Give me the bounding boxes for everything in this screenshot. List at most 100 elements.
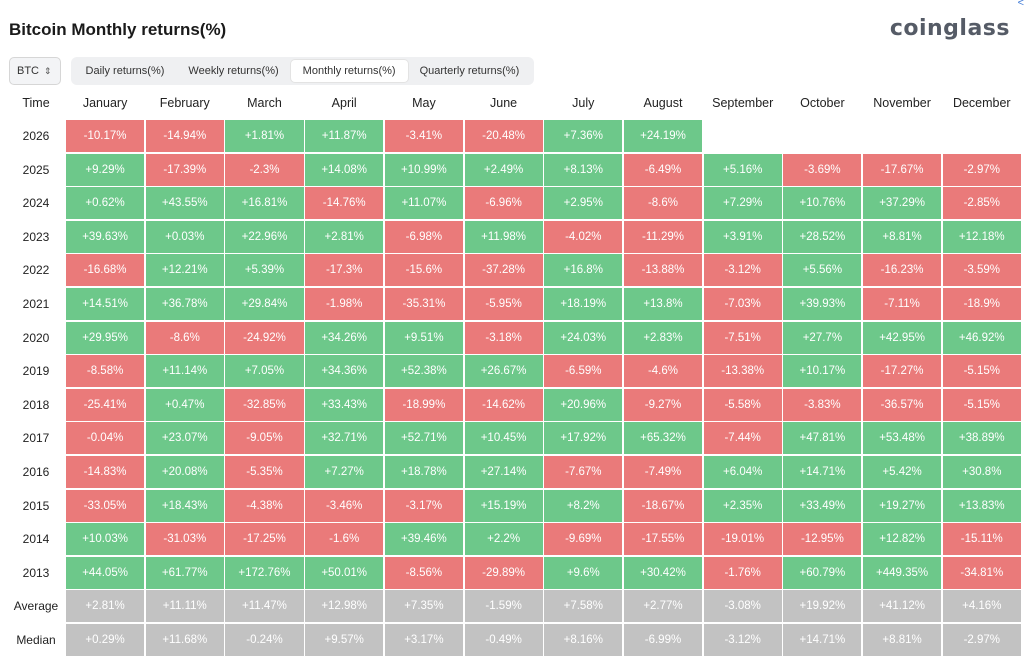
return-cell: +37.29% [863,187,942,220]
return-cell: +10.45% [464,422,543,455]
row-label: 2019 [22,364,50,379]
return-cell: +43.55% [145,187,224,220]
share-icon[interactable]: < [1017,0,1024,9]
tab-monthly[interactable]: Monthly returns(%) [290,60,408,82]
table-row: 2026 -10.17% -14.94% +1.81% +11.87% -3.41% -20… [0,120,1024,152]
return-cell: +27.14% [464,456,543,488]
return-cell: -14.76% [305,187,384,220]
column-header-december: December [952,96,1011,110]
return-cell: -8.6% [145,321,224,354]
return-cell: +14.71% [783,456,862,488]
return-cell: +30.8% [942,456,1021,488]
coinglass-logo: coinglass [889,16,1010,41]
return-cell: +7.05% [225,355,304,388]
return-cell: -6.98% [384,220,463,253]
return-cell: +449.35% [863,556,942,589]
return-cell: -15.11% [942,523,1021,556]
return-cell: -10.17% [66,120,145,152]
tab-daily[interactable]: Daily returns(%) [85,65,165,77]
return-cell: +3.17% [384,624,463,656]
row-label: 2024 [22,196,50,211]
return-cell: +5.56% [783,254,862,287]
return-cell: -17.39% [145,153,224,186]
return-cell: -1.76% [703,556,782,589]
return-cell: +32.71% [305,422,384,455]
asset-select[interactable]: BTC ⇕ [9,57,61,85]
row-label: 2022 [22,263,50,278]
return-cell: +29.84% [225,288,304,320]
column-header-june: June [490,96,518,110]
return-cell: +20.08% [145,456,224,488]
return-cell: +10.03% [66,523,145,556]
column-header-september: September [712,96,774,110]
return-cell: -34.81% [942,556,1021,589]
return-cell: +8.13% [544,153,623,186]
return-cell: +8.81% [863,220,942,253]
return-cell: +38.89% [942,422,1021,455]
return-cell: +39.63% [66,220,145,253]
return-cell: +18.78% [384,456,463,488]
tab-quarterly[interactable]: Quarterly returns(%) [419,65,520,77]
return-cell: -5.35% [225,456,304,488]
return-cell: +2.83% [623,321,703,354]
return-cell: +24.19% [623,120,703,152]
row-label: Average [13,599,59,614]
return-cell: +2.77% [623,590,703,623]
return-cell: -5.58% [703,388,782,421]
return-cell: +60.79% [783,556,862,589]
summary-row: Average +2.81% +11.11% +11.47% +12.98% +7.35%… [0,590,1024,623]
return-cell: +17.92% [544,422,623,455]
return-cell: -2.97% [942,624,1021,656]
column-header-august: August [643,96,683,110]
return-cell: +8.81% [863,624,942,656]
column-header-october: October [800,96,845,110]
row-label: 2020 [22,330,50,345]
return-cell: -6.96% [464,187,543,220]
return-cell: -3.69% [783,153,862,186]
return-cell: +11.07% [384,187,463,220]
return-cell: +47.81% [783,422,862,455]
row-label: 2025 [22,162,50,177]
return-cell: +26.67% [464,355,543,388]
table-row: 2020 +29.95% -8.6% -24.92% +34.26% +9.51% -3.1… [0,321,1024,354]
return-cell: +7.35% [384,590,463,623]
return-cell: +36.78% [145,288,224,320]
return-cell: +5.39% [225,254,304,287]
return-cell: -7.11% [863,288,942,320]
return-cell: -17.55% [623,523,703,556]
return-cell: -6.49% [623,153,703,186]
table-row: 2015 -33.05% +18.43% -4.38% -3.46% -3.17% +15.… [0,489,1024,522]
return-cell: -6.99% [623,624,703,656]
return-cell: +46.92% [942,321,1021,354]
table-row: 2018 -25.41% +0.47% -32.85% +33.43% -18.99% -1… [0,388,1024,421]
table-row: 2023 +39.63% +0.03% +22.96% +2.81% -6.98% +11.… [0,220,1024,253]
return-cell: +2.2% [464,523,543,556]
return-cell: +61.77% [145,556,224,589]
return-cell: +16.8% [544,254,623,287]
return-cell: -19.01% [703,523,782,556]
return-cell: -1.98% [305,288,384,320]
table-row: 2019 -8.58% +11.14% +7.05% +34.36% +52.38% +26… [0,355,1024,388]
return-cell: -2.97% [942,153,1021,186]
return-cell: -3.12% [703,254,782,287]
return-cell: +7.58% [544,590,623,623]
tab-weekly[interactable]: Weekly returns(%) [188,65,279,77]
return-cell: +30.42% [623,556,703,589]
return-cell: +9.57% [305,624,384,656]
return-cell: +11.98% [464,220,543,253]
return-cell: -18.67% [623,489,703,522]
return-cell: -3.12% [703,624,782,656]
return-cell: -14.94% [145,120,224,152]
column-header-time: Time [22,96,50,110]
return-cell: +0.47% [145,388,224,421]
return-cell: +41.12% [863,590,942,623]
return-cell: -29.89% [464,556,543,589]
return-cell: +28.52% [783,220,862,253]
return-cell: +18.43% [145,489,224,522]
return-cell: -1.6% [305,523,384,556]
return-cell: -37.28% [464,254,543,287]
table-row: 2025 +9.29% -17.39% -2.3% +14.08% +10.99% +2.4… [0,153,1024,186]
return-cell: +3.91% [703,220,782,253]
return-cell: -11.29% [623,220,703,253]
return-cell: -8.58% [66,355,145,388]
